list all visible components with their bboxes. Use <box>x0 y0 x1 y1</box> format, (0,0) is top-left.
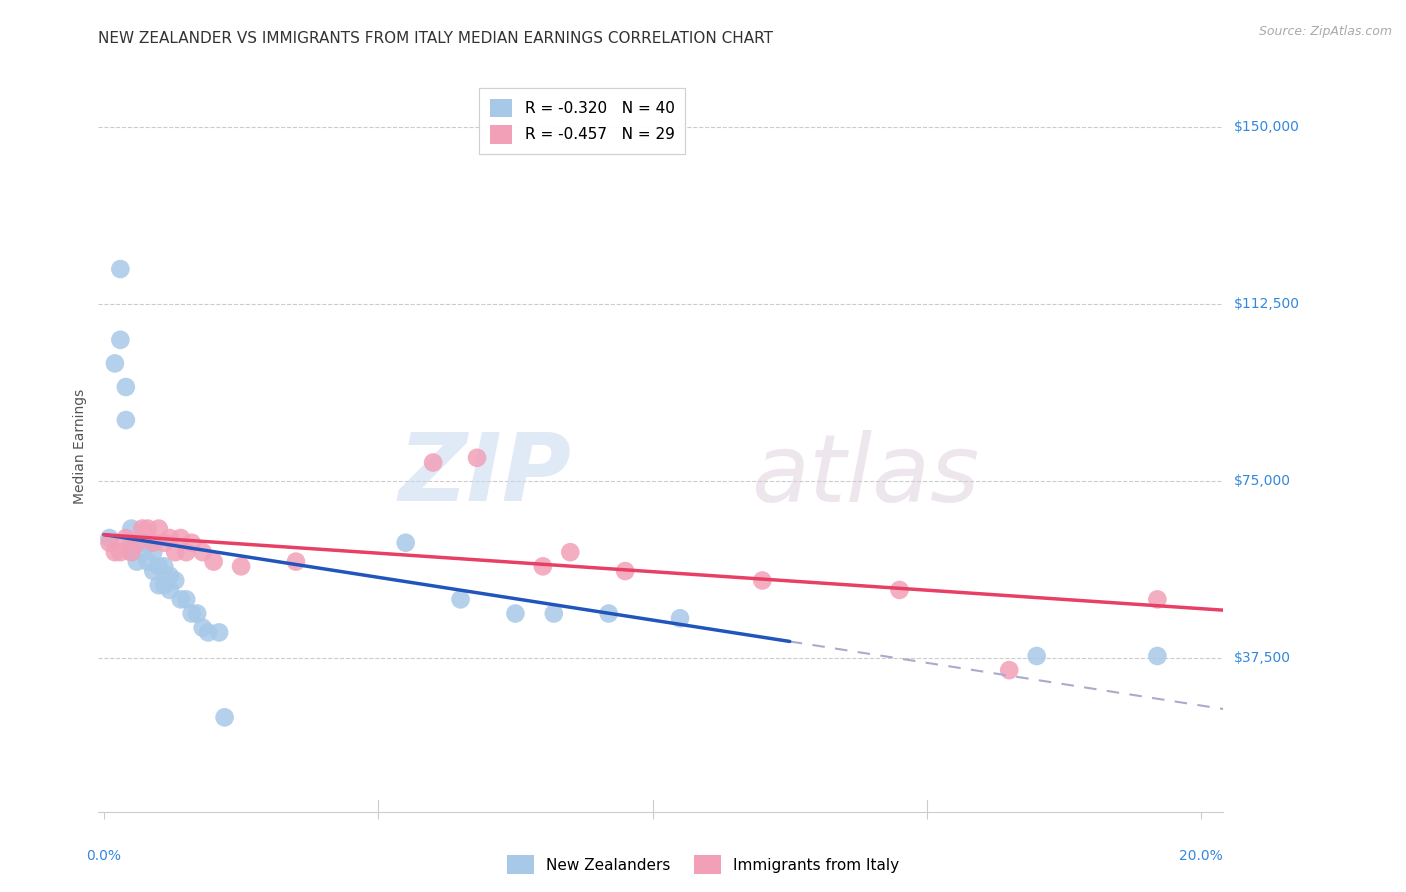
Point <box>543 607 565 621</box>
Point <box>180 535 202 549</box>
Point <box>191 545 214 559</box>
Legend: R = -0.320   N = 40, R = -0.457   N = 29: R = -0.320 N = 40, R = -0.457 N = 29 <box>479 88 685 154</box>
Point <box>669 611 692 625</box>
Point <box>131 545 153 559</box>
Text: 20.0%: 20.0% <box>1180 849 1223 863</box>
Point <box>159 582 181 597</box>
Point <box>120 545 142 559</box>
Point <box>1025 648 1047 663</box>
Text: 0.0%: 0.0% <box>86 849 121 863</box>
Point <box>614 564 637 578</box>
Point <box>148 522 170 536</box>
Point <box>197 625 219 640</box>
Text: $37,500: $37,500 <box>1234 651 1291 665</box>
Point <box>531 559 554 574</box>
Point <box>159 531 181 545</box>
Point <box>465 450 488 465</box>
Point <box>115 531 138 545</box>
Point <box>142 545 165 559</box>
Text: Source: ZipAtlas.com: Source: ZipAtlas.com <box>1258 25 1392 38</box>
Point <box>174 545 197 559</box>
Point <box>170 531 193 545</box>
Text: NEW ZEALANDER VS IMMIGRANTS FROM ITALY MEDIAN EARNINGS CORRELATION CHART: NEW ZEALANDER VS IMMIGRANTS FROM ITALY M… <box>98 31 773 46</box>
Point <box>598 607 620 621</box>
Text: $112,500: $112,500 <box>1234 297 1301 311</box>
Point <box>125 555 148 569</box>
Point <box>120 522 142 536</box>
Point <box>180 607 202 621</box>
Point <box>229 559 252 574</box>
Point <box>505 607 527 621</box>
Text: $150,000: $150,000 <box>1234 120 1301 135</box>
Point <box>889 582 911 597</box>
Point <box>186 607 208 621</box>
Point <box>395 535 418 549</box>
Y-axis label: Median Earnings: Median Earnings <box>73 388 87 504</box>
Point <box>136 555 159 569</box>
Point <box>450 592 472 607</box>
Legend: New Zealanders, Immigrants from Italy: New Zealanders, Immigrants from Italy <box>501 849 905 880</box>
Point <box>104 356 127 370</box>
Point <box>120 545 142 559</box>
Point <box>165 574 187 588</box>
Point <box>148 578 170 592</box>
Text: $75,000: $75,000 <box>1234 475 1291 489</box>
Point <box>136 535 159 549</box>
Point <box>214 710 236 724</box>
Point <box>208 625 231 640</box>
Point <box>98 531 121 545</box>
Point <box>174 592 197 607</box>
Point <box>115 380 138 394</box>
Point <box>136 522 159 536</box>
Point <box>560 545 582 559</box>
Point <box>131 522 153 536</box>
Point <box>202 555 225 569</box>
Point <box>422 456 444 470</box>
Point <box>125 535 148 549</box>
Point <box>153 535 176 549</box>
Point <box>148 559 170 574</box>
Point <box>110 262 132 277</box>
Point <box>998 663 1021 677</box>
Point <box>170 592 193 607</box>
Point <box>165 545 187 559</box>
Point <box>110 333 132 347</box>
Point <box>110 545 132 559</box>
Point <box>115 413 138 427</box>
Point <box>1146 592 1168 607</box>
Point <box>159 568 181 582</box>
Point <box>104 545 127 559</box>
Point <box>153 559 176 574</box>
Text: atlas: atlas <box>751 430 979 521</box>
Point <box>98 535 121 549</box>
Point <box>125 535 148 549</box>
Point <box>191 621 214 635</box>
Point <box>153 578 176 592</box>
Point <box>284 555 307 569</box>
Point <box>142 535 165 549</box>
Point <box>120 535 142 549</box>
Point <box>1146 648 1168 663</box>
Point <box>751 574 773 588</box>
Point <box>142 564 165 578</box>
Text: ZIP: ZIP <box>398 429 571 521</box>
Point <box>131 535 153 549</box>
